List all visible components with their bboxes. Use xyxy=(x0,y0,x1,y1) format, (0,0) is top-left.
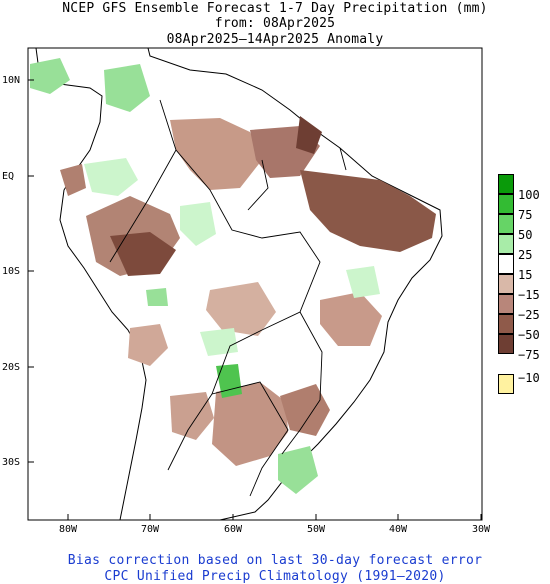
map-from-date: from: 08Apr2025 xyxy=(214,16,336,31)
colorbar-swatch-50 xyxy=(498,214,514,234)
colorbar-swatch-neg10 xyxy=(498,374,514,394)
colorbar-swatch-25 xyxy=(498,234,514,254)
colorbar-label-neg25: −25 xyxy=(518,308,540,322)
colorbar-label-75: 75 xyxy=(518,208,533,222)
lat-label-eq: EQ xyxy=(2,171,15,182)
colorbar-swatch-100 xyxy=(498,174,514,194)
lon-label-50w: 50W xyxy=(306,524,326,535)
axis-ticks xyxy=(28,79,482,520)
map-frame xyxy=(27,47,483,521)
colorbar-label-50: 50 xyxy=(518,228,533,242)
map-period: 08Apr2025—14Apr2025 Anomaly xyxy=(166,32,384,47)
footer-bias-note: Bias correction based on last 30-day for… xyxy=(67,553,483,568)
colorbar-swatch-75 xyxy=(498,194,514,214)
colorbar-label-neg75: −75 xyxy=(518,348,540,362)
lon-label-70w: 70W xyxy=(140,524,160,535)
colorbar-label-neg10: −10 xyxy=(518,371,540,385)
lon-label-60w: 60W xyxy=(223,524,243,535)
colorbar-swatch-neg50 xyxy=(498,314,514,334)
lat-label-10s: 10S xyxy=(2,266,21,277)
lat-label-20s: 20S xyxy=(2,362,21,373)
colorbar-label-neg50: −50 xyxy=(518,328,540,342)
colorbar-swatch-neg75 xyxy=(498,334,514,354)
wet-anomaly-regions xyxy=(30,58,380,494)
footer-climatology-note: CPC Unified Precip Climatology (1991—202… xyxy=(104,569,446,584)
lat-label-10n: 10N xyxy=(2,75,21,86)
lon-label-80w: 80W xyxy=(58,524,78,535)
colorbar-swatch-neg15 xyxy=(498,274,514,294)
lat-label-30s: 30S xyxy=(2,457,21,468)
dry-anomaly-regions xyxy=(60,116,436,466)
colorbar-swatch-neg25 xyxy=(498,294,514,314)
colorbar-label-neg15: −15 xyxy=(518,288,540,302)
lon-label-40w: 40W xyxy=(388,524,408,535)
map-title: NCEP GFS Ensemble Forecast 1-7 Day Preci… xyxy=(62,1,488,16)
colorbar-label-25: 25 xyxy=(518,248,533,262)
lon-label-30w: 30W xyxy=(471,524,491,535)
colorbar-swatch-15 xyxy=(498,254,514,274)
colorbar-label-15: 15 xyxy=(518,268,533,282)
colorbar-label-100: 100 xyxy=(518,188,540,202)
country-borders xyxy=(109,99,347,497)
